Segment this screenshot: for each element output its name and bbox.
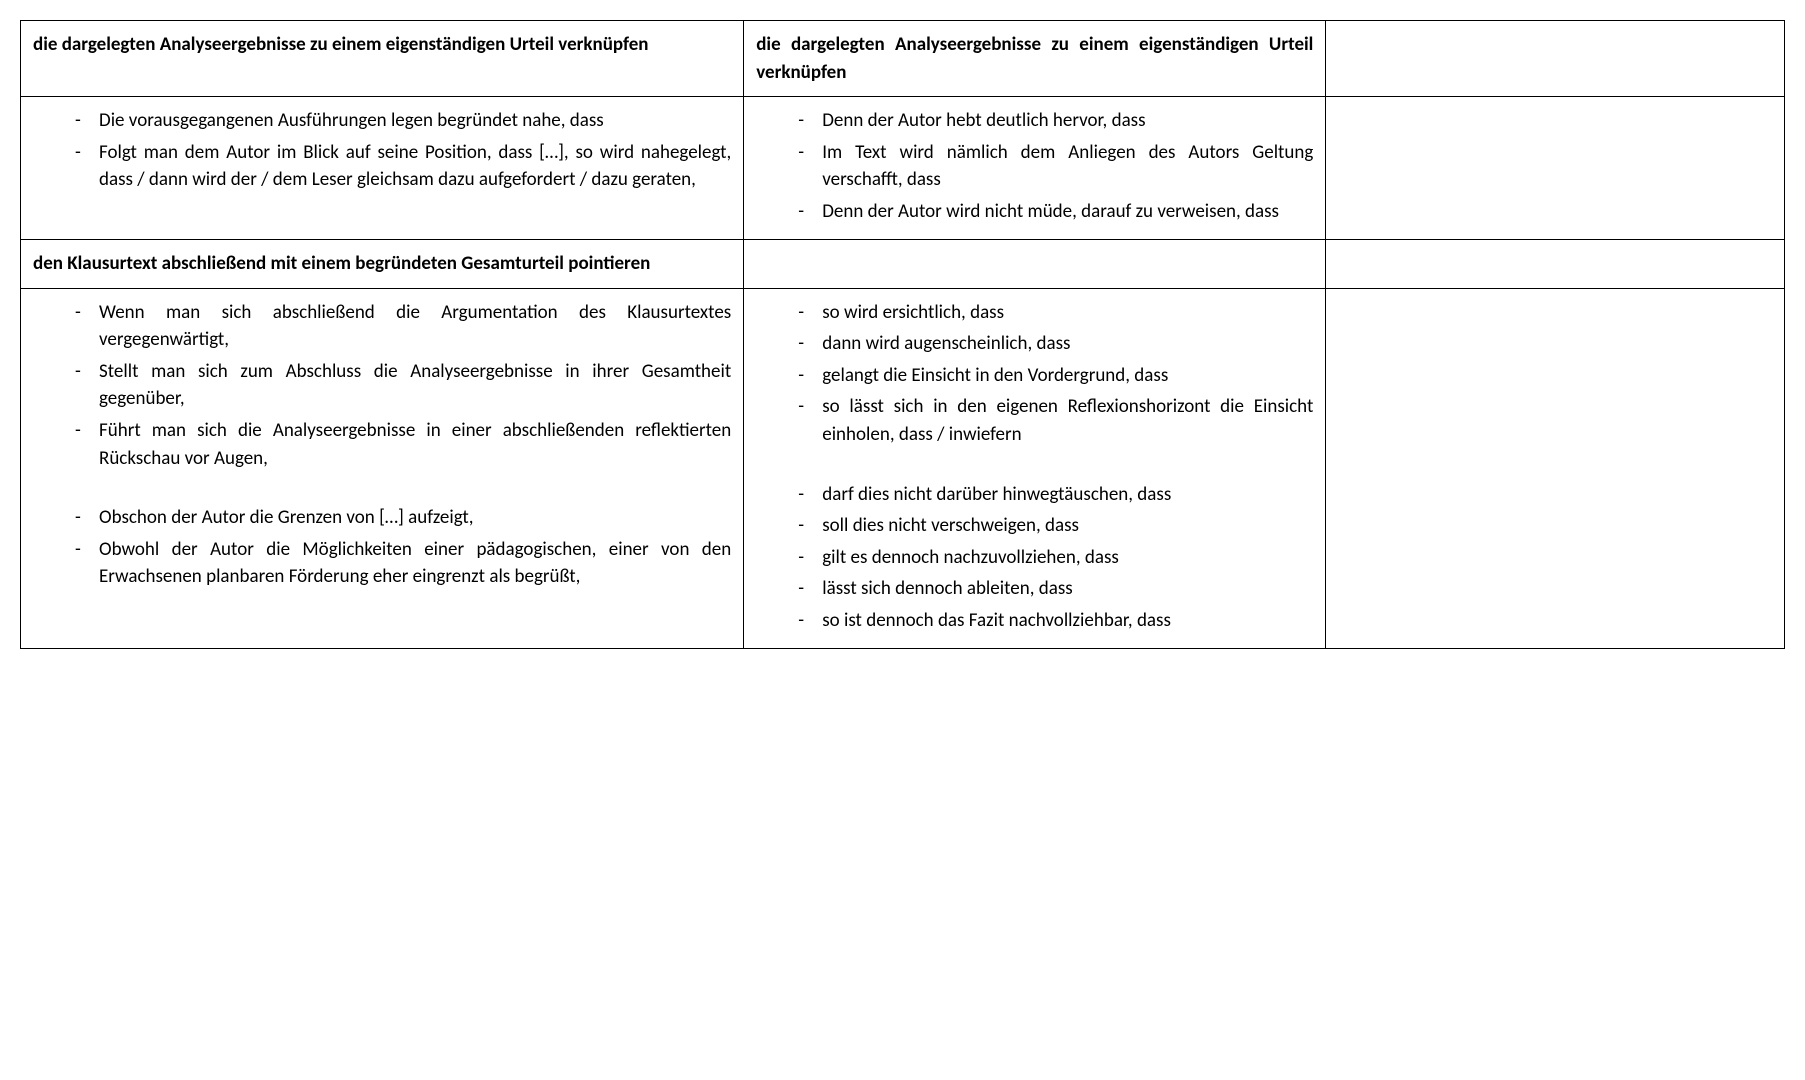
table-row: die dargelegten Analyseergebnisse zu ein… <box>21 21 1785 97</box>
header-cell-left: die dargelegten Analyseergebnisse zu ein… <box>21 21 744 97</box>
cell-mid: so wird ersichtlich, dass dann wird auge… <box>744 288 1326 648</box>
cell-left: Wenn man sich abschließend die Argumenta… <box>21 288 744 648</box>
bullet-list: Die vorausgegangenen Ausführungen legen … <box>33 107 731 194</box>
list-item: Die vorausgegangenen Ausführungen legen … <box>75 107 731 135</box>
cell-right <box>1326 97 1785 240</box>
list-item: Wenn man sich abschließend die Argumenta… <box>75 299 731 354</box>
list-item: gilt es dennoch nachzuvollziehen, dass <box>798 544 1313 572</box>
list-item: Denn der Autor hebt deutlich hervor, das… <box>798 107 1313 135</box>
header-cell-right <box>1326 240 1785 289</box>
list-item: Obschon der Autor die Grenzen von […] au… <box>75 504 731 532</box>
list-item: darf dies nicht darüber hinwegtäuschen, … <box>798 481 1313 509</box>
header-cell-left: den Klausurtext abschließend mit einem b… <box>21 240 744 289</box>
list-item: so ist dennoch das Fazit nachvollziehbar… <box>798 607 1313 635</box>
bullet-list: Wenn man sich abschließend die Argumenta… <box>33 299 731 472</box>
bullet-list: so wird ersichtlich, dass dann wird auge… <box>756 299 1313 449</box>
list-item: so wird ersichtlich, dass <box>798 299 1313 327</box>
list-item: Folgt man dem Autor im Blick auf seine P… <box>75 139 731 194</box>
list-item: gelangt die Einsicht in den Vordergrund,… <box>798 362 1313 390</box>
list-item: Führt man sich die Analyseergebnisse in … <box>75 417 731 472</box>
table-row: Wenn man sich abschließend die Argumenta… <box>21 288 1785 648</box>
document-table: die dargelegten Analyseergebnisse zu ein… <box>20 20 1785 649</box>
list-item: so lässt sich in den eigenen Reflexionsh… <box>798 393 1313 448</box>
table-row: den Klausurtext abschließend mit einem b… <box>21 240 1785 289</box>
cell-left: Die vorausgegangenen Ausführungen legen … <box>21 97 744 240</box>
bullet-list: darf dies nicht darüber hinwegtäuschen, … <box>756 481 1313 635</box>
header-cell-mid: die dargelegten Analyseergebnisse zu ein… <box>744 21 1326 97</box>
list-item: soll dies nicht verschweigen, dass <box>798 512 1313 540</box>
bullet-list: Obschon der Autor die Grenzen von […] au… <box>33 504 731 591</box>
list-item: Stellt man sich zum Abschluss die Analys… <box>75 358 731 413</box>
list-item: Denn der Autor wird nicht müde, darauf z… <box>798 198 1313 226</box>
cell-right <box>1326 288 1785 648</box>
list-item: Im Text wird nämlich dem Anliegen des Au… <box>798 139 1313 194</box>
block-spacer <box>33 476 731 504</box>
bullet-list: Denn der Autor hebt deutlich hervor, das… <box>756 107 1313 225</box>
table-row: Die vorausgegangenen Ausführungen legen … <box>21 97 1785 240</box>
header-cell-right <box>1326 21 1785 97</box>
list-item: lässt sich dennoch ableiten, dass <box>798 575 1313 603</box>
header-cell-mid <box>744 240 1326 289</box>
block-spacer <box>756 453 1313 481</box>
list-item: dann wird augenscheinlich, dass <box>798 330 1313 358</box>
cell-mid: Denn der Autor hebt deutlich hervor, das… <box>744 97 1326 240</box>
list-item: Obwohl der Autor die Möglichkeiten einer… <box>75 536 731 591</box>
